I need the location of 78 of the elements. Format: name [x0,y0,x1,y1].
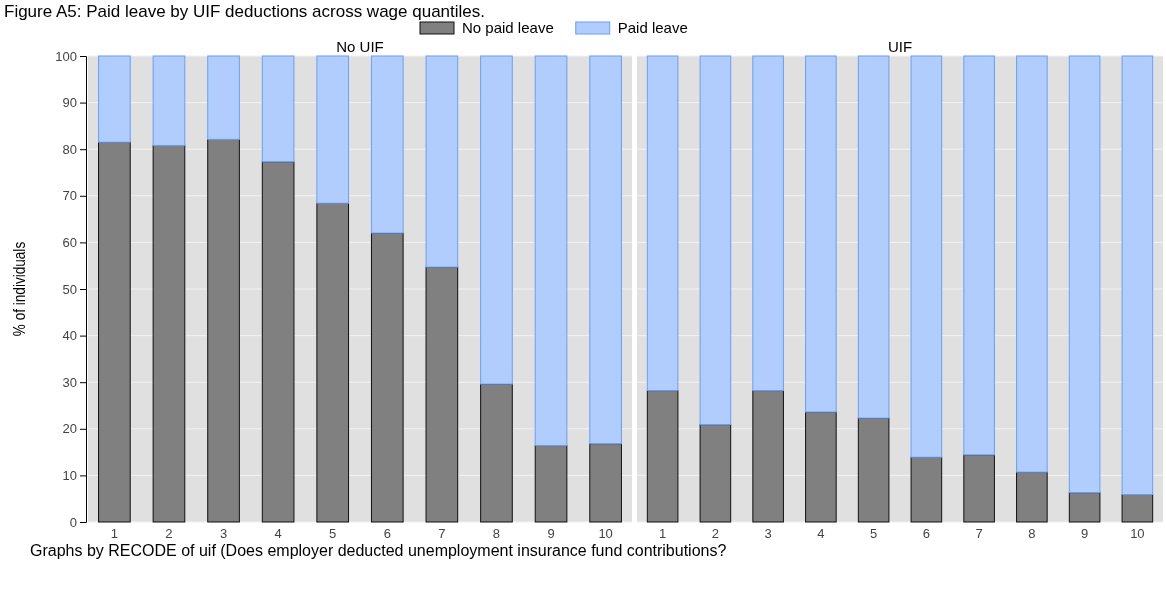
bar [261,55,295,163]
bar [805,411,837,523]
bar [370,55,404,234]
bar [752,55,784,392]
bar [857,417,890,523]
bar [752,390,784,523]
x-tick-label: 3 [219,526,228,542]
bar [589,443,622,523]
bar [699,55,732,426]
x-tick-label: 6 [383,526,391,542]
x-tick-label: 8 [1028,526,1036,542]
x-tick-label: 2 [711,526,719,542]
bar [152,55,186,146]
bar [963,454,995,523]
bar [207,55,240,140]
bar [857,55,890,419]
bar [316,55,350,204]
x-tick-label: 9 [547,526,555,542]
bar [425,266,459,523]
y-tick-label: 90 [62,95,77,111]
x-tick-label: 1 [659,526,667,542]
chart-title: Figure A5: Paid leave by UIF deductions across wage quantiles. [4,2,485,21]
bar [370,232,404,523]
bar [207,138,240,523]
y-tick-label: 100 [55,48,77,64]
x-tick-label: 4 [817,526,825,542]
x-tick-label: 9 [1081,526,1089,542]
x-tick-label: 10 [1130,526,1145,542]
bar [805,55,837,413]
y-tick-label: 70 [62,188,77,204]
bar [1016,471,1048,523]
x-tick-label: 4 [274,526,282,542]
chart-subtitle: UIF [887,38,913,55]
bar [1016,55,1048,473]
bar [261,161,295,523]
bar [316,202,350,523]
bar [480,383,513,523]
bar [646,55,679,392]
chart-subtitle: No UIF [336,38,384,55]
bar [152,144,186,523]
y-tick-label: 20 [62,421,77,437]
bar [699,424,732,523]
bar [1121,494,1154,523]
y-tick-label: 40 [62,328,77,344]
legend-label: No paid leave [462,19,554,36]
y-tick-label: 50 [62,281,77,297]
y-tick-label: 60 [62,235,77,251]
x-tick-label: 5 [870,526,878,542]
bar [98,55,131,143]
legend-label: Paid leave [617,19,688,36]
y-tick-label: 10 [62,468,77,484]
bar [1068,492,1101,523]
bar [589,55,622,445]
x-tick-label: 1 [110,526,118,542]
bar [910,55,943,458]
x-tick-label: 8 [492,526,501,542]
bar [98,141,131,523]
text: Graphs by RECODE of uif (Does employer deducted unemployment insurance fund contributions? [30,542,727,559]
bar [646,390,679,523]
x-tick-label: 7 [438,526,446,542]
y-tick-label: 30 [62,374,77,390]
bar [534,445,568,523]
bar [910,456,943,523]
bar [534,55,568,447]
y-axis-title: % of individuals [10,241,29,337]
x-tick-label: 6 [922,526,930,542]
x-tick-label: 2 [165,526,173,542]
bar [425,55,459,268]
x-tick-label: 10 [598,526,613,542]
bar [963,55,995,456]
bar [480,55,513,385]
bar [1121,55,1154,496]
bar [1068,55,1101,494]
x-tick-label: 5 [329,526,337,542]
x-tick-label: 7 [975,526,983,542]
y-tick-label: 80 [62,141,77,157]
x-tick-label: 3 [764,526,772,542]
y-tick-label: 0 [69,514,77,530]
